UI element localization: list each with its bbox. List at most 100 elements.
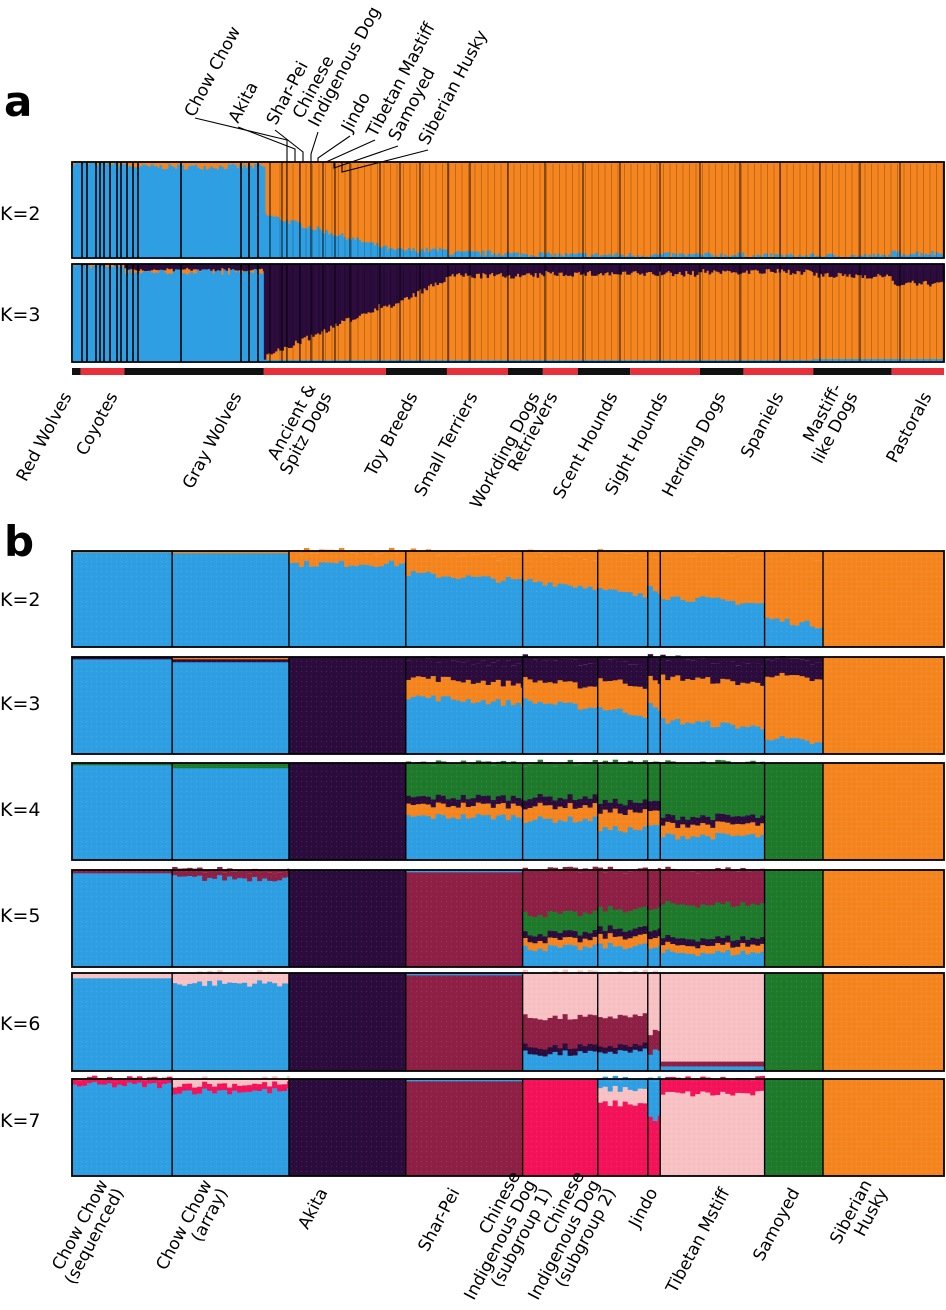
panel-a-bar-segment [185, 169, 189, 258]
panel-b-bar-texture [430, 818, 437, 861]
panel-b-bar-texture [157, 763, 163, 766]
panel-b-bar-texture [612, 589, 619, 648]
panel-a-bar-segment [739, 360, 742, 362]
panel-a-bar-segment [704, 253, 707, 258]
panel-a-bar-segment [159, 264, 163, 270]
panel-b-bar-texture [577, 935, 584, 943]
panel-b-bar-texture [272, 763, 278, 769]
panel-a-bar-segment [623, 360, 627, 362]
panel-a-bar-segment [610, 360, 614, 362]
panel-b-bar-texture [552, 822, 559, 861]
panel-b-bar-texture [750, 681, 756, 726]
panel-a-bar-segment [567, 264, 570, 276]
panel-b-bar-texture [405, 698, 412, 755]
panel-a-group-stripe-segment [630, 368, 700, 375]
panel-a-group-stripe-segment [80, 368, 125, 375]
panel-a-bar-segment [188, 273, 191, 362]
panel-a-bar-segment [91, 162, 95, 258]
panel-a-bar-segment [493, 264, 496, 277]
panel-b-bar-texture [217, 763, 223, 769]
panel-b-bar-texture [710, 945, 716, 954]
panel-b-bar-texture [755, 726, 761, 755]
panel-b-bar-texture [182, 763, 188, 769]
panel-b-bar-texture [328, 562, 335, 648]
panel-a-bar-segment [595, 264, 598, 276]
panel-a-bar-segment [634, 360, 637, 362]
panel-b-bar-texture [898, 763, 904, 861]
panel-a-bar-segment [266, 215, 269, 258]
panel-a-bar-segment [234, 272, 237, 362]
panel-b-bar-texture [490, 870, 497, 873]
panel-b-bar-texture [480, 871, 487, 968]
panel-a-bar-segment [549, 360, 552, 362]
panel-b-bar-texture [557, 869, 564, 914]
panel-b-bar-texture [348, 657, 355, 755]
panel-b-bar-segment [475, 657, 482, 664]
panel-b-bar-segment [542, 870, 549, 873]
panel-b-bar-texture [617, 679, 624, 709]
panel-b-bar-texture [537, 914, 544, 935]
panel-a-bar-segment [564, 264, 568, 275]
panel-a-bar-segment [181, 165, 185, 258]
panel-b-bar-texture [665, 723, 671, 755]
panel-a-bar-segment [434, 264, 437, 283]
panel-a-bar-segment [427, 360, 431, 362]
panel-b-bar-texture [685, 871, 691, 906]
panel-b-bar-texture [883, 763, 889, 861]
panel-b-bar-texture [547, 867, 554, 912]
panel-b-bar-texture [774, 763, 780, 861]
panel-a-bar-segment [100, 265, 104, 362]
panel-b-bar-texture [657, 824, 661, 861]
panel-a-bar-segment [708, 360, 712, 362]
panel-a-group-label: Gray Wolves [179, 389, 247, 492]
panel-b-bar-texture [77, 657, 83, 660]
panel-b-bar-texture [602, 948, 609, 968]
panel-a-bar-segment [571, 264, 574, 277]
panel-b-bar-texture [938, 551, 944, 647]
panel-b-bar-texture [403, 550, 407, 564]
panel-b-bar-segment [475, 551, 482, 555]
panel-a-bar-segment [382, 264, 386, 307]
panel-b-bar-texture [755, 557, 761, 604]
panel-a-bar-segment [107, 266, 110, 362]
panel-b-bar-texture [632, 802, 639, 813]
panel-b-bar-texture [405, 553, 412, 576]
panel-b-bar-segment [642, 657, 649, 668]
panel-b-bar-texture [898, 551, 904, 647]
panel-a-bar-segment [329, 360, 333, 362]
panel-a-bar-segment [569, 360, 572, 362]
panel-a-bar-segment [798, 264, 801, 272]
panel-b-bar-texture [505, 871, 512, 968]
panel-a-bar-segment [150, 164, 154, 258]
panel-b-bar-texture [819, 662, 824, 680]
panel-b-bar-texture [602, 872, 609, 912]
panel-b-bar-texture [82, 870, 88, 874]
panel-b-bar-texture [388, 547, 395, 561]
panel-b-bar-texture [373, 763, 380, 861]
panel-b-bar-texture [520, 765, 524, 800]
panel-b-bar-texture [627, 937, 634, 948]
panel-a-bar-segment [216, 169, 220, 258]
panel-a-bar-segment [279, 360, 282, 362]
panel-a-bar-segment [390, 360, 393, 362]
panel-a-group-stripe-segment [699, 368, 744, 375]
panel-b-bar-texture [425, 658, 432, 679]
panel-b-bar-segment [627, 551, 634, 554]
panel-a-bar-segment [144, 164, 147, 258]
panel-b-bar-texture [257, 657, 263, 660]
panel-b-bar-texture [567, 944, 574, 968]
panel-a-bar-segment [710, 254, 714, 258]
panel-b-bar-segment [440, 551, 447, 555]
panel-b-bar-texture [142, 763, 148, 766]
panel-a-bar-segment [460, 360, 463, 362]
panel-b-bar-texture [680, 680, 686, 725]
panel-b-bar-texture [670, 936, 676, 944]
panel-b-bar-texture [627, 947, 634, 968]
panel-b-bar-texture [602, 911, 609, 931]
panel-b-bar-texture [597, 803, 604, 814]
panel-a-bar-segment [654, 360, 657, 362]
panel-b-bar-segment [480, 657, 487, 661]
panel-a-group-stripe-segment [813, 368, 892, 375]
panel-b-bar-texture [607, 924, 614, 934]
